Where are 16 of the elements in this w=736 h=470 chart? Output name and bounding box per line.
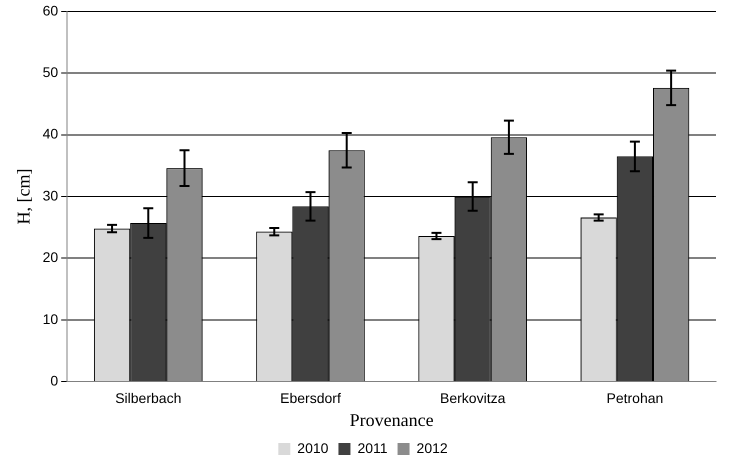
legend-label: 2010: [297, 440, 329, 456]
legend-label: 2012: [416, 440, 448, 456]
x-tick-label: Silberbach: [115, 390, 182, 406]
y-tick-label: 40: [42, 126, 58, 142]
y-tick-label: 30: [42, 187, 58, 204]
y-tick-label: 50: [42, 64, 58, 80]
y-tick-label: 60: [42, 2, 58, 18]
x-tick-label: Petrohan: [606, 390, 664, 406]
y-tick-label: 20: [42, 249, 58, 266]
legend-label: 2011: [357, 440, 388, 456]
y-axis-title: H, [cm]: [14, 168, 34, 224]
x-tick-label: Ebersdorf: [280, 390, 341, 406]
y-tick-label: 10: [42, 310, 58, 327]
x-tick-label: Berkovitza: [440, 390, 506, 406]
y-tick-label: 0: [50, 372, 58, 388]
x-axis-title: Provenance: [350, 410, 434, 430]
